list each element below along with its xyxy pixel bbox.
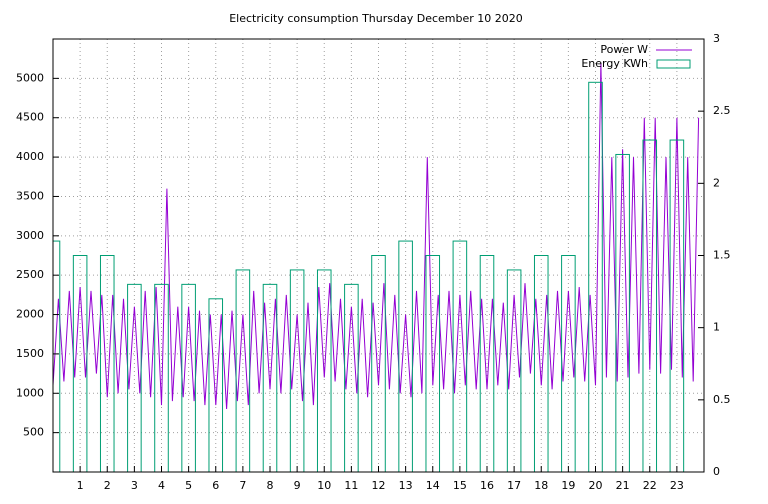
grid	[53, 39, 704, 472]
y-tick-label: 5000	[16, 71, 44, 84]
y2-tick-label: 0.5	[713, 393, 731, 406]
y-tick-label: 2500	[16, 268, 44, 281]
x-tick-label: 1	[77, 479, 84, 492]
x-tick-label: 16	[480, 479, 494, 492]
legend-label: Energy KWh	[581, 57, 648, 70]
energy-box	[561, 255, 576, 472]
energy-box	[72, 255, 88, 472]
y2-tick-label: 1.5	[713, 249, 731, 262]
x-tick-label: 3	[131, 479, 138, 492]
y2-tick-label: 2	[713, 176, 720, 189]
x-tick-label: 23	[670, 479, 684, 492]
x-tick-label: 14	[426, 479, 440, 492]
energy-box	[127, 283, 142, 472]
energy-box	[344, 283, 359, 472]
energy-box	[398, 240, 413, 472]
energy-box	[452, 240, 468, 472]
legend-label: Power W	[600, 43, 648, 56]
x-tick-label: 8	[267, 479, 274, 492]
x-tick-label: 15	[453, 479, 467, 492]
y-tick-label: 3500	[16, 189, 44, 202]
energy-box	[642, 139, 658, 472]
power-line	[53, 62, 700, 410]
energy-box	[99, 255, 115, 472]
energy-box	[425, 255, 441, 472]
energy-box	[669, 139, 685, 472]
x-tick-label: 21	[616, 479, 630, 492]
x-tick-label: 11	[344, 479, 358, 492]
energy-box	[235, 269, 251, 472]
legend-swatch	[656, 59, 691, 69]
y-tick-label: 1500	[16, 347, 44, 360]
energy-box	[479, 255, 495, 472]
y-tick-label: 500	[23, 426, 44, 439]
x-tick-label: 13	[399, 479, 413, 492]
y-tick-label: 2000	[16, 308, 44, 321]
plot-area	[53, 62, 700, 472]
y2-tick-label: 3	[713, 32, 720, 45]
x-tick-label: 4	[158, 479, 165, 492]
energy-box	[181, 283, 196, 472]
x-tick-label: 9	[294, 479, 301, 492]
y-tick-label: 4000	[16, 150, 44, 163]
energy-box	[533, 255, 549, 472]
x-tick-label: 19	[561, 479, 575, 492]
x-tick-label: 6	[212, 479, 219, 492]
x-tick-label: 18	[534, 479, 548, 492]
x-tick-label: 2	[104, 479, 111, 492]
x-tick-label: 20	[589, 479, 603, 492]
y-tick-label: 4500	[16, 111, 44, 124]
energy-box	[289, 269, 305, 472]
chart-title: Electricity consumption Thursday Decembe…	[229, 12, 523, 25]
energy-box	[154, 283, 169, 472]
y-tick-label: 3000	[16, 229, 44, 242]
x-tick-label: 5	[185, 479, 192, 492]
x-tick-label: 22	[643, 479, 657, 492]
x-tick-label: 7	[239, 479, 246, 492]
y2-tick-label: 1	[713, 321, 720, 334]
y2-tick-label: 0	[713, 465, 720, 478]
x-tick-label: 12	[372, 479, 386, 492]
y-tick-label: 1000	[16, 386, 44, 399]
energy-box	[371, 255, 386, 472]
y2-tick-label: 2.5	[713, 104, 731, 117]
energy-box	[588, 81, 603, 472]
energy-box	[262, 283, 278, 472]
energy-box	[615, 153, 630, 472]
x-tick-label: 17	[507, 479, 521, 492]
x-tick-label: 10	[317, 479, 331, 492]
energy-box	[53, 240, 61, 472]
